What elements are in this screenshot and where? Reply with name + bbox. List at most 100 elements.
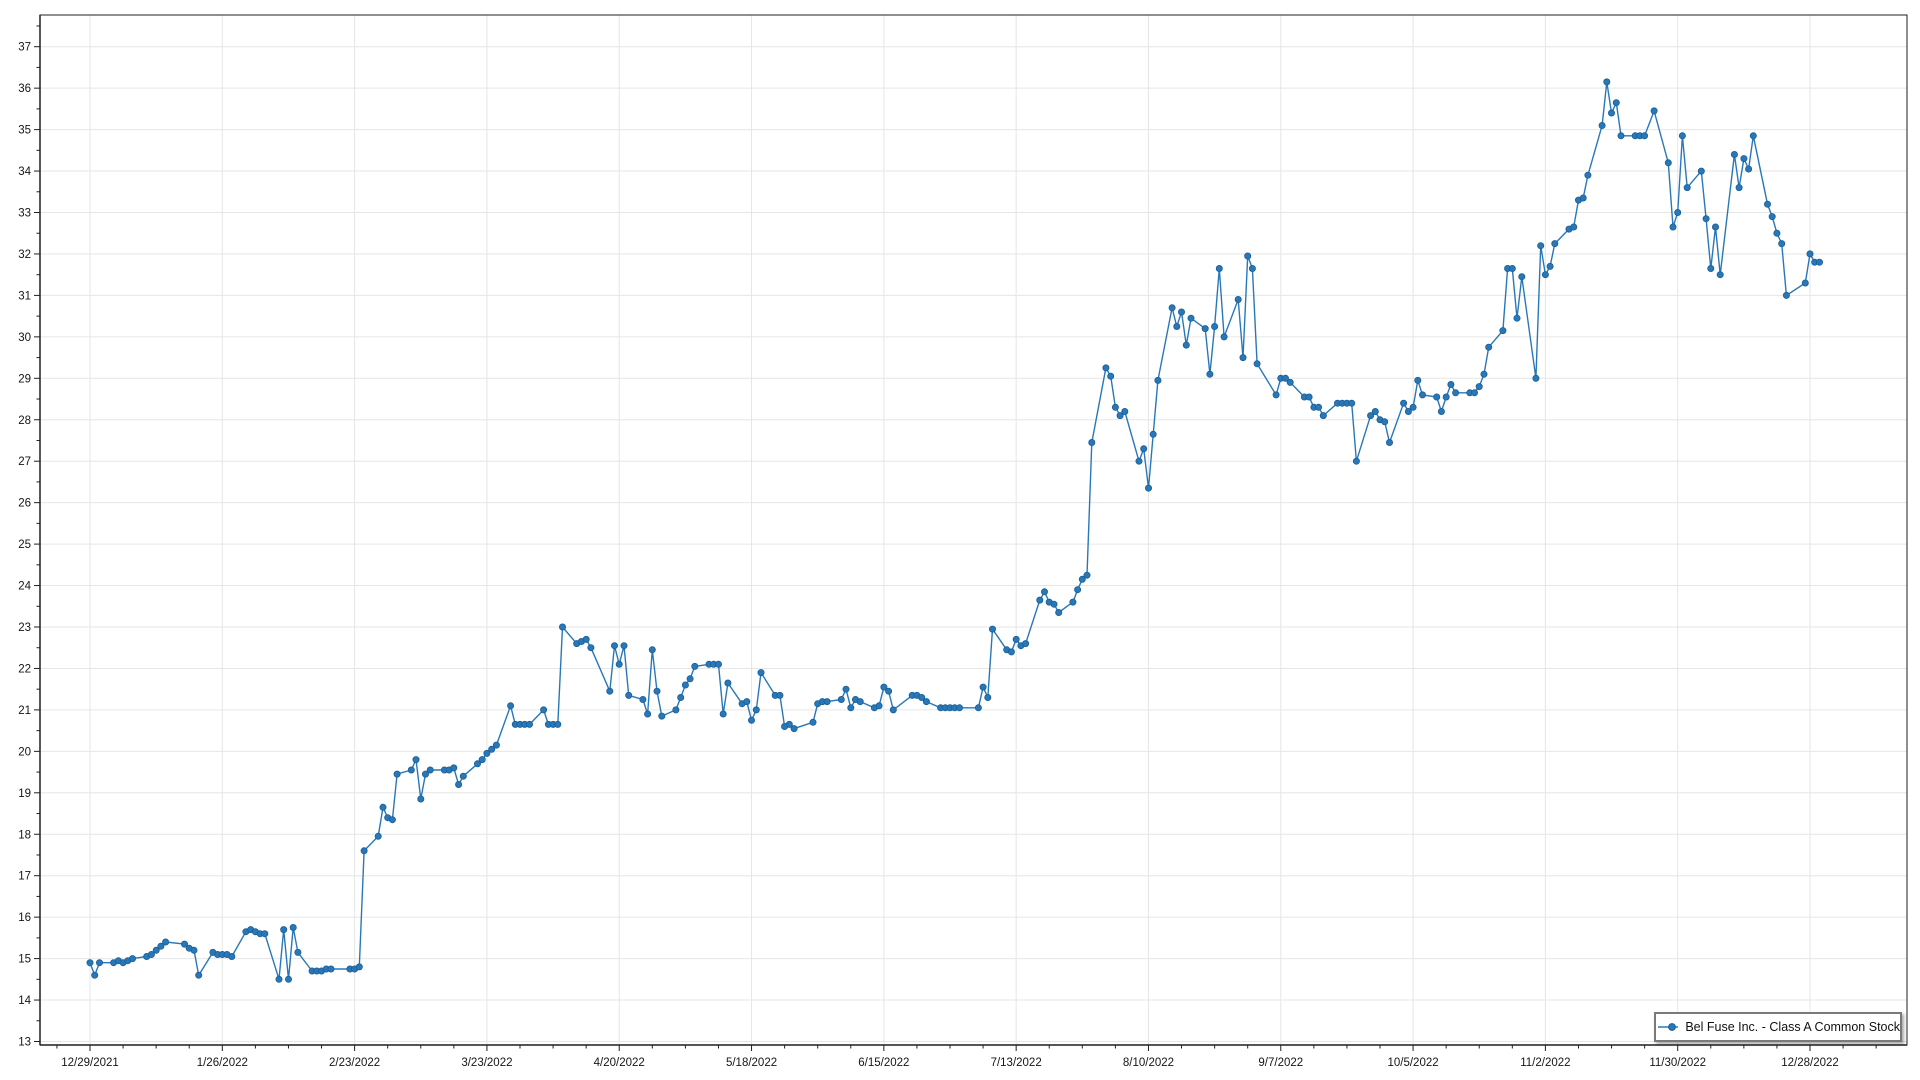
data-point-marker — [195, 971, 203, 979]
data-point-marker — [837, 696, 845, 704]
data-point-marker — [379, 803, 387, 811]
data-point-marker — [1716, 271, 1724, 279]
data-point-marker — [922, 698, 930, 706]
data-point-marker — [162, 938, 170, 946]
data-point-marker — [1598, 122, 1606, 130]
data-point-marker — [989, 625, 997, 633]
data-point-marker — [1201, 325, 1209, 333]
data-point-marker — [540, 706, 548, 714]
data-point-marker — [658, 712, 666, 720]
data-point-marker — [842, 685, 850, 693]
data-point-marker — [672, 706, 680, 714]
data-point-marker — [284, 975, 292, 983]
data-point-marker — [1480, 370, 1488, 378]
data-point-marker — [1088, 438, 1096, 446]
y-tick-label: 23 — [18, 622, 31, 634]
y-tick-label: 13 — [18, 1037, 31, 1049]
data-point-marker — [1145, 484, 1153, 492]
data-point-marker — [1414, 376, 1422, 384]
data-point-marker — [1437, 407, 1445, 415]
data-point-marker — [639, 696, 647, 704]
data-point-marker — [407, 766, 415, 774]
data-point-marker — [856, 698, 864, 706]
data-point-marker — [1641, 132, 1649, 140]
x-tick-label: 10/5/2022 — [1387, 1057, 1438, 1069]
data-point-marker — [724, 679, 732, 687]
data-point-marker — [1315, 403, 1323, 411]
data-point-marker — [1452, 389, 1460, 397]
data-point-marker — [483, 749, 491, 757]
data-point-marker — [1532, 374, 1540, 382]
x-tick-label: 3/23/2022 — [461, 1057, 512, 1069]
data-point-marker — [1740, 155, 1748, 163]
data-point-marker — [1121, 407, 1129, 415]
data-point-marker — [1801, 279, 1809, 287]
data-point-marker — [1234, 295, 1242, 303]
data-point-marker — [1442, 393, 1450, 401]
data-point-marker — [228, 953, 236, 961]
data-point-marker — [1381, 418, 1389, 426]
data-point-marker — [294, 948, 302, 956]
data-point-marker — [1778, 240, 1786, 248]
x-tick-label: 6/15/2022 — [858, 1057, 909, 1069]
data-point-marker — [1182, 341, 1190, 349]
data-point-marker — [757, 669, 765, 677]
data-point-marker — [1707, 264, 1715, 272]
data-point-marker — [1041, 588, 1049, 596]
data-point-marker — [1773, 229, 1781, 237]
data-point-marker — [677, 694, 685, 702]
data-point-marker — [128, 955, 136, 963]
legend-series-label: Bel Fuse Inc. - Class A Common Stock — [1685, 1020, 1900, 1034]
data-point-marker — [450, 764, 458, 772]
data-point-marker — [1305, 393, 1313, 401]
data-point-marker — [1149, 430, 1157, 438]
y-tick-label: 14 — [18, 995, 31, 1007]
data-point-marker — [1069, 598, 1077, 606]
data-point-marker — [1078, 575, 1086, 583]
data-point-marker — [974, 704, 982, 712]
data-point-marker — [625, 691, 633, 699]
data-point-marker — [1730, 150, 1738, 158]
legend[interactable]: Bel Fuse Inc. - Class A Common Stock — [1654, 1012, 1902, 1042]
data-point-marker — [1499, 327, 1507, 335]
axis-labels: 13 14 15 16 17 18 19 20 21 22 23 24 25 26 27 28 29 30 31 32… — [18, 42, 1839, 1069]
data-point-marker — [644, 710, 652, 718]
y-tick-label: 31 — [18, 290, 31, 302]
data-point-marker — [1111, 403, 1119, 411]
data-point-marker — [1286, 378, 1294, 386]
data-point-marker — [157, 942, 165, 950]
y-tick-label: 25 — [18, 539, 31, 551]
data-point-marker — [473, 760, 481, 768]
data-point-marker — [918, 694, 926, 702]
series-line — [89, 81, 1820, 980]
data-point-marker — [1508, 264, 1516, 272]
data-point-marker — [1187, 314, 1195, 322]
y-tick-label: 18 — [18, 829, 31, 841]
data-point-marker — [1178, 308, 1186, 316]
data-point-marker — [1215, 264, 1223, 272]
data-point-marker — [1386, 438, 1394, 446]
data-point-marker — [1608, 109, 1616, 117]
data-point-marker — [582, 635, 590, 643]
data-point-marker — [1140, 445, 1148, 453]
data-point-marker — [1168, 304, 1176, 312]
data-point-marker — [686, 675, 694, 683]
data-point-marker — [180, 940, 188, 948]
data-point-marker — [984, 694, 992, 702]
data-point-marker — [1475, 383, 1483, 391]
data-point-marker — [606, 687, 614, 695]
data-point-marker — [1433, 393, 1441, 401]
data-point-marker — [455, 781, 463, 789]
gridlines — [40, 15, 1907, 1045]
y-tick-label: 27 — [18, 456, 31, 468]
data-point-marker — [885, 687, 893, 695]
data-point-marker — [1816, 258, 1824, 266]
data-point-marker — [956, 704, 964, 712]
data-point-marker — [1518, 273, 1526, 281]
legend-series-marker-icon — [1658, 1023, 1679, 1031]
data-point-marker — [880, 683, 888, 691]
data-point-marker — [1211, 322, 1219, 330]
data-point-marker — [1584, 171, 1592, 179]
data-point-marker — [412, 756, 420, 764]
